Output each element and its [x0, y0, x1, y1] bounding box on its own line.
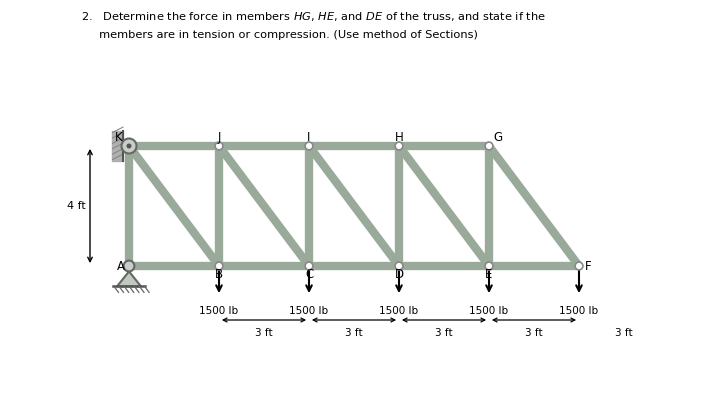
Circle shape: [125, 142, 133, 150]
Circle shape: [485, 262, 493, 270]
Text: E: E: [485, 268, 493, 282]
Text: 3 ft: 3 ft: [615, 328, 633, 338]
Text: B: B: [215, 268, 223, 282]
Circle shape: [575, 262, 583, 270]
Text: 3 ft: 3 ft: [255, 328, 273, 338]
Text: 1500 lb: 1500 lb: [379, 306, 418, 316]
Polygon shape: [117, 271, 141, 286]
Text: 1500 lb: 1500 lb: [290, 306, 329, 316]
Text: D: D: [394, 268, 404, 282]
Text: members are in tension or compression. (Use method of Sections): members are in tension or compression. (…: [81, 30, 479, 40]
Circle shape: [125, 262, 133, 270]
Circle shape: [395, 142, 403, 150]
Circle shape: [215, 142, 223, 150]
Circle shape: [215, 262, 223, 270]
Text: 2.   Determine the force in members $HG$, $HE$, and $DE$ of the truss, and state: 2. Determine the force in members $HG$, …: [81, 10, 547, 23]
Text: 1500 lb: 1500 lb: [200, 306, 239, 316]
Text: C: C: [305, 268, 313, 282]
Text: G: G: [493, 131, 503, 144]
Text: 3 ft: 3 ft: [435, 328, 453, 338]
Circle shape: [124, 261, 135, 271]
Text: 1500 lb: 1500 lb: [559, 306, 598, 316]
Text: I: I: [307, 131, 311, 144]
Text: 1500 lb: 1500 lb: [469, 306, 508, 316]
Text: 3 ft: 3 ft: [525, 328, 543, 338]
Polygon shape: [113, 131, 123, 161]
Circle shape: [122, 138, 137, 154]
Text: H: H: [394, 131, 404, 144]
Circle shape: [395, 262, 403, 270]
Text: 3 ft: 3 ft: [346, 328, 362, 338]
Circle shape: [127, 144, 131, 148]
Text: K: K: [115, 131, 122, 144]
Text: F: F: [586, 260, 592, 272]
Circle shape: [305, 142, 313, 150]
Circle shape: [305, 262, 313, 270]
Text: J: J: [217, 131, 221, 144]
Text: 4 ft: 4 ft: [67, 201, 86, 211]
Text: A: A: [117, 260, 125, 272]
Circle shape: [485, 142, 493, 150]
